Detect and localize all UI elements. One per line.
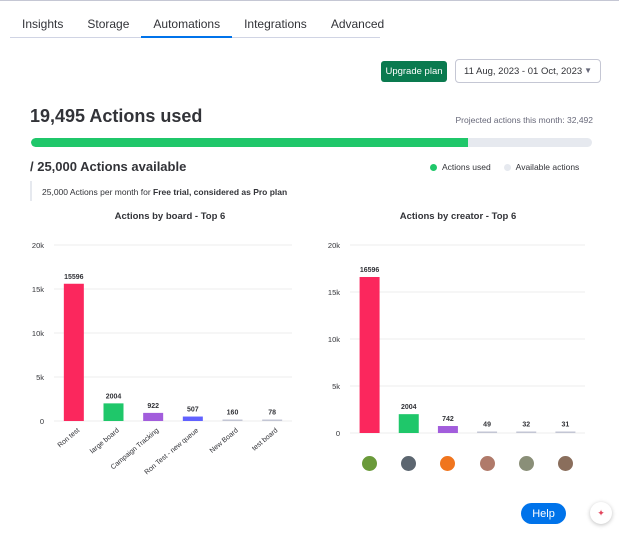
- leaf-avatar-icon[interactable]: [362, 456, 378, 471]
- bar-value-label: 78: [268, 410, 276, 417]
- sparkle-icon[interactable]: ✦: [590, 502, 612, 524]
- y-tick-label: 5k: [332, 382, 340, 391]
- orange-avatar-icon[interactable]: [440, 456, 456, 471]
- bar-value-label: 507: [187, 407, 199, 414]
- bar[interactable]: [262, 419, 283, 422]
- photo-avatar-icon[interactable]: [557, 456, 573, 471]
- legend-available-dot-icon: [503, 163, 511, 171]
- tab-automations[interactable]: Automations: [141, 8, 232, 38]
- y-tick-label: 10k: [328, 335, 340, 344]
- bar-value-label: 2004: [106, 393, 122, 400]
- legend-available-label: Available actions: [515, 162, 580, 172]
- actions-available-title: / 25,000 Actions available: [30, 159, 187, 174]
- chevron-down-icon: ▼: [584, 66, 592, 75]
- bar-value-label: 32: [522, 422, 530, 429]
- upgrade-plan-button[interactable]: Upgrade plan: [381, 61, 447, 82]
- top-border: [0, 0, 619, 1]
- legend-used-label: Actions used: [442, 162, 491, 172]
- bar-value-label: 16596: [360, 267, 380, 274]
- bar-value-label: 160: [227, 410, 239, 417]
- photo-avatar-icon[interactable]: [401, 456, 417, 471]
- usage-progress-fill: [31, 138, 469, 147]
- date-range-select[interactable]: 11 Aug, 2023 - 01 Oct, 2023 ▼: [455, 59, 601, 83]
- bar[interactable]: [182, 416, 203, 421]
- plan-info-prefix: 25,000 Actions per month for: [42, 187, 154, 197]
- plan-info-bold: Free trial, considered as Pro plan: [153, 187, 288, 197]
- tab-integrations[interactable]: Integrations: [244, 17, 307, 31]
- usage-legend: Actions used Available actions: [430, 162, 592, 172]
- bar-value-label: 15596: [64, 274, 84, 281]
- help-button[interactable]: Help: [521, 503, 566, 524]
- bar[interactable]: [477, 431, 498, 434]
- bar[interactable]: [398, 414, 419, 433]
- bar[interactable]: [359, 276, 380, 433]
- legend-used-dot-icon: [430, 163, 437, 171]
- bar[interactable]: [437, 426, 458, 433]
- y-tick-label: 10k: [32, 329, 44, 338]
- usage-progress-bar: [31, 138, 592, 147]
- bar-value-label: 742: [442, 416, 454, 423]
- bar[interactable]: [103, 403, 124, 421]
- bar[interactable]: [222, 419, 243, 422]
- tab-storage[interactable]: Storage: [87, 17, 130, 31]
- bar-value-label: 49: [483, 422, 491, 429]
- date-range-value: 11 Aug, 2023 - 01 Oct, 2023: [464, 66, 583, 77]
- photo-avatar-icon[interactable]: [518, 456, 534, 471]
- bar-value-label: 922: [147, 403, 159, 410]
- y-tick-label: 5k: [36, 373, 44, 382]
- y-tick-label: 15k: [328, 288, 340, 297]
- photo-avatar-icon[interactable]: [479, 456, 495, 471]
- legend-available: Available actions: [503, 162, 580, 172]
- bar[interactable]: [516, 431, 537, 434]
- y-tick-label: 20k: [32, 241, 44, 250]
- bar[interactable]: [555, 431, 576, 434]
- y-tick-label: 0: [336, 429, 340, 438]
- chart-by-creator-title: Actions by creator - Top 6: [399, 211, 517, 222]
- bar-value-label: 2004: [401, 404, 417, 411]
- bar[interactable]: [143, 412, 164, 421]
- chart-by-board-title: Actions by board - Top 6: [114, 211, 226, 222]
- y-tick-label: 15k: [32, 285, 44, 294]
- tab-insights[interactable]: Insights: [22, 17, 64, 31]
- tab-bar: Insights Storage Automations Integration…: [10, 8, 384, 38]
- plan-info: 25,000 Actions per month for Free trial,…: [30, 181, 330, 201]
- projected-actions: Projected actions this month: 32,492: [455, 115, 594, 125]
- actions-used-title: 19,495 Actions used: [30, 106, 203, 126]
- y-tick-label: 20k: [328, 241, 340, 250]
- tab-advanced[interactable]: Advanced: [330, 17, 385, 31]
- legend-used: Actions used: [430, 162, 491, 172]
- bar-value-label: 31: [562, 422, 570, 429]
- bar[interactable]: [63, 283, 84, 421]
- y-tick-label: 0: [40, 417, 44, 426]
